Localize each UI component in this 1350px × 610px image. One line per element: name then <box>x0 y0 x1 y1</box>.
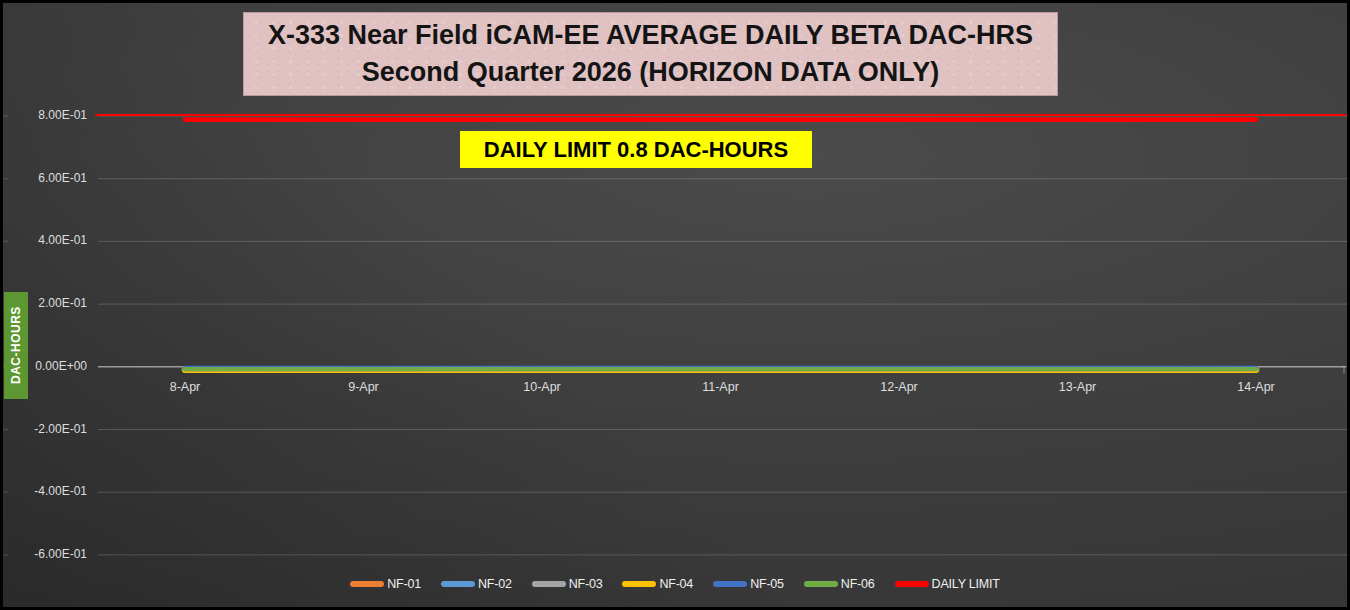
legend-label: DAILY LIMIT <box>932 577 1000 591</box>
legend-label: NF-01 <box>387 577 421 591</box>
legend-swatch <box>622 581 656 587</box>
y-tick-label: -6.00E-01 <box>3 547 87 561</box>
legend-label: NF-06 <box>841 577 875 591</box>
legend-swatch <box>804 581 838 587</box>
x-tick-label: 8-Apr <box>115 380 255 394</box>
legend-swatch <box>441 581 475 587</box>
legend-item-nf-01: NF-01 <box>350 577 421 591</box>
legend-item-nf-04: NF-04 <box>622 577 693 591</box>
legend-swatch <box>895 581 929 587</box>
plot-area <box>3 3 1350 610</box>
legend-item-daily-limit: DAILY LIMIT <box>895 577 1000 591</box>
y-tick-label: 2.00E-01 <box>3 296 87 310</box>
legend-label: NF-02 <box>478 577 512 591</box>
legend-swatch <box>713 581 747 587</box>
legend-swatch <box>532 581 566 587</box>
legend-item-nf-06: NF-06 <box>804 577 875 591</box>
y-tick-label: -2.00E-01 <box>3 422 87 436</box>
y-tick-label: 4.00E-01 <box>3 233 87 247</box>
daily-limit-banner: DAILY LIMIT 0.8 DAC-HOURS <box>460 131 812 168</box>
legend-item-nf-02: NF-02 <box>441 577 512 591</box>
y-tick-label: 8.00E-01 <box>3 108 87 122</box>
y-tick-label: 6.00E-01 <box>3 171 87 185</box>
legend-label: NF-05 <box>750 577 784 591</box>
legend-label: NF-04 <box>659 577 693 591</box>
x-tick-label: 12-Apr <box>829 380 969 394</box>
x-tick-label: 13-Apr <box>1008 380 1148 394</box>
legend-item-nf-03: NF-03 <box>532 577 603 591</box>
x-tick-label: 11-Apr <box>651 380 791 394</box>
x-tick-label: 10-Apr <box>472 380 612 394</box>
legend-swatch <box>350 581 384 587</box>
chart-area: X-333 Near Field iCAM-EE AVERAGE DAILY B… <box>0 0 1350 610</box>
legend-label: NF-03 <box>569 577 603 591</box>
x-tick-label: 9-Apr <box>294 380 434 394</box>
x-tick-label: 14-Apr <box>1186 380 1326 394</box>
y-tick-label: 0.00E+00 <box>3 359 87 373</box>
y-tick-label: -4.00E-01 <box>3 484 87 498</box>
legend-item-nf-05: NF-05 <box>713 577 784 591</box>
legend: NF-01 NF-02 NF-03 NF-04 NF-05 NF-06 DAILY LIMI… <box>3 577 1347 591</box>
